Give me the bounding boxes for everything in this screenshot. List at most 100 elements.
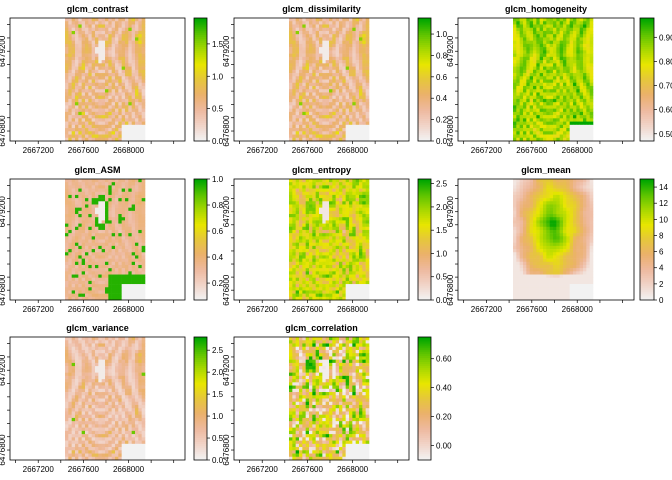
raster-cell: [536, 76, 540, 80]
raster-cell: [355, 47, 360, 51]
raster-cell: [589, 18, 594, 22]
raster-cell: [362, 50, 366, 54]
raster-cell: [362, 40, 366, 45]
raster-cell: [332, 30, 336, 35]
raster-cell: [105, 79, 109, 84]
raster-cell: [108, 255, 112, 259]
raster-cell: [125, 258, 129, 263]
raster-cell: [138, 134, 142, 139]
raster-cell: [549, 92, 554, 96]
raster-cell: [579, 27, 584, 32]
raster-cell: [345, 24, 350, 29]
raster-cell: [81, 268, 86, 272]
raster-cell: [335, 124, 340, 129]
raster-cell: [359, 217, 363, 221]
raster-cell: [329, 92, 333, 96]
raster-cell: [543, 131, 547, 135]
raster-cell: [75, 236, 79, 240]
raster-cell: [141, 69, 146, 74]
raster-cell: [88, 108, 92, 113]
raster-cell: [78, 194, 82, 199]
raster-cell: [295, 271, 300, 275]
raster-cell: [111, 98, 116, 103]
raster-cell: [573, 105, 577, 109]
y-tick-label: 6479200: [0, 35, 7, 67]
raster-cell: [365, 92, 370, 96]
raster-cell: [339, 50, 343, 54]
raster-cell: [586, 105, 590, 109]
raster-cell: [292, 223, 296, 228]
raster-cell: [523, 98, 527, 103]
raster-cell: [141, 34, 146, 38]
raster-cell: [108, 108, 112, 113]
raster-cell: [108, 210, 112, 215]
raster-cell: [71, 30, 76, 35]
raster-cell: [352, 92, 356, 96]
raster-cell: [131, 280, 136, 285]
legend-swatch: [640, 120, 654, 123]
raster-cell: [359, 92, 363, 96]
raster-cell: [292, 47, 296, 51]
raster-cell: [125, 111, 129, 116]
legend-swatch: [194, 97, 207, 101]
raster-cell: [95, 236, 99, 240]
raster-cell: [539, 30, 544, 35]
raster-cell: [71, 37, 76, 41]
raster-cell: [329, 264, 333, 269]
raster-cell: [98, 63, 102, 67]
raster-cell: [355, 89, 360, 93]
raster-cell: [289, 40, 293, 45]
raster-cell: [131, 258, 136, 263]
raster-cell: [526, 56, 530, 61]
raster-cell: [309, 128, 313, 132]
raster-cell: [105, 27, 109, 32]
raster-cell: [539, 111, 544, 116]
raster-cell: [138, 73, 142, 77]
raster-cell: [71, 293, 76, 298]
raster-cell: [563, 105, 567, 109]
raster-cell: [115, 252, 119, 256]
raster-cell: [365, 82, 370, 87]
raster-cell: [68, 280, 72, 285]
legend-swatch: [194, 93, 207, 97]
raster-cell: [339, 76, 343, 80]
raster-cell: [105, 182, 109, 186]
legend-swatch: [194, 46, 207, 50]
raster-cell: [355, 198, 360, 202]
raster-cell: [105, 37, 109, 41]
raster-cell: [85, 89, 89, 93]
raster-cell: [586, 37, 590, 41]
raster-cell: [549, 27, 554, 32]
raster-cell: [118, 293, 122, 298]
raster-cell: [65, 95, 69, 100]
raster-cell: [71, 217, 76, 221]
raster-cell: [81, 92, 86, 96]
raster-cell: [78, 274, 82, 279]
raster-cell: [579, 102, 584, 106]
raster-cell: [315, 85, 320, 90]
raster-cell: [539, 85, 544, 90]
raster-cell: [516, 43, 520, 48]
raster-cell: [121, 223, 126, 228]
raster-cell: [111, 63, 116, 67]
raster-cell: [292, 69, 296, 74]
raster-cell: [88, 223, 92, 228]
raster-cell: [108, 102, 112, 106]
raster-cell: [329, 249, 333, 253]
raster-cell: [529, 108, 534, 113]
raster-cell: [589, 40, 594, 45]
raster-cell: [292, 24, 296, 29]
raster-cell: [319, 258, 323, 263]
raster-cell: [579, 82, 584, 87]
raster-cell: [583, 24, 587, 29]
raster-cell: [325, 128, 330, 132]
raster-cell: [315, 27, 320, 32]
raster-cell: [546, 111, 550, 116]
raster-cell: [539, 73, 544, 77]
raster-cell: [315, 201, 320, 205]
raster-cell: [322, 258, 326, 263]
raster-cell: [325, 287, 330, 291]
raster-cell: [131, 92, 136, 96]
raster-cell: [319, 73, 323, 77]
raster-cell: [543, 79, 547, 84]
